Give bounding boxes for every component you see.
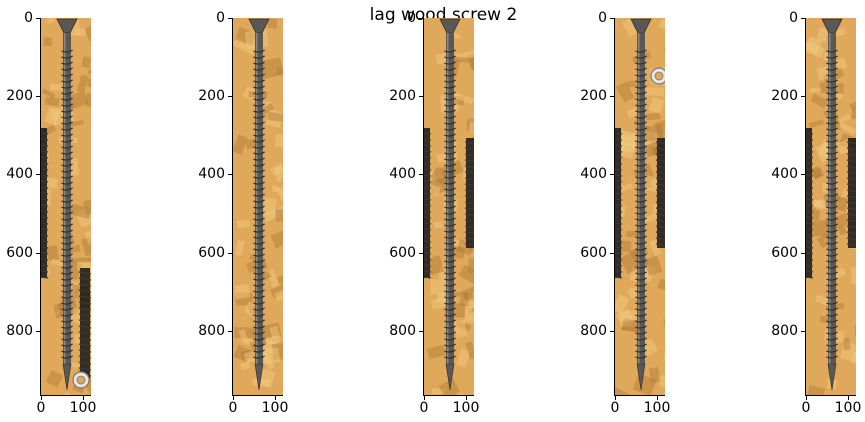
screw-right [656, 138, 665, 248]
image-panel-3: 0 200 400 600 800 0 100 [424, 18, 474, 395]
y-tick [419, 253, 423, 254]
y-tick [610, 253, 614, 254]
y-tick [36, 96, 40, 97]
y-tick [610, 96, 614, 97]
y-axis-spine [805, 18, 806, 395]
washer-top-right [651, 68, 665, 84]
y-tick-label: 0 [563, 10, 607, 26]
x-tick-label: 0 [404, 400, 444, 416]
y-tick [228, 331, 232, 332]
y-tick-label: 600 [0, 245, 33, 261]
y-tick-label: 400 [181, 166, 225, 182]
screw-photo [615, 18, 665, 395]
y-tick [610, 18, 614, 19]
screw-left [41, 128, 48, 278]
y-tick [36, 331, 40, 332]
y-tick-label: 0 [181, 10, 225, 26]
image-panel-2: 0 200 400 600 800 0 100 [233, 18, 283, 395]
x-tick-label: 100 [637, 400, 677, 416]
screw-photo [424, 18, 474, 395]
screw-right [465, 138, 474, 248]
x-tick-label: 100 [63, 400, 103, 416]
y-axis-spine [614, 18, 615, 395]
y-tick [610, 331, 614, 332]
y-tick-label: 400 [563, 166, 607, 182]
y-tick-label: 200 [754, 88, 798, 104]
screw-photo [41, 18, 91, 395]
x-tick-label: 0 [786, 400, 826, 416]
y-tick [419, 18, 423, 19]
y-tick [610, 174, 614, 175]
x-tick-label: 100 [255, 400, 295, 416]
x-tick-label: 0 [21, 400, 61, 416]
y-tick-label: 800 [563, 323, 607, 339]
y-tick [228, 253, 232, 254]
y-tick-label: 200 [181, 88, 225, 104]
screw-photo [233, 18, 283, 395]
y-tick [801, 331, 805, 332]
x-tick-label: 0 [595, 400, 635, 416]
image-panel-1: 0 200 400 600 800 0 100 [41, 18, 91, 395]
y-tick [801, 96, 805, 97]
y-tick-label: 400 [754, 166, 798, 182]
screw-photo [806, 18, 856, 395]
y-tick [801, 253, 805, 254]
y-tick [36, 253, 40, 254]
y-tick-label: 200 [0, 88, 33, 104]
image-panel-5: 0 200 400 600 800 0 100 [806, 18, 856, 395]
screw-right [847, 138, 856, 248]
y-tick-label: 200 [563, 88, 607, 104]
y-axis-spine [423, 18, 424, 395]
y-tick-label: 0 [754, 10, 798, 26]
y-axis-spine [40, 18, 41, 395]
y-tick-label: 0 [372, 10, 416, 26]
x-tick-label: 0 [213, 400, 253, 416]
y-tick-label: 800 [754, 323, 798, 339]
y-tick [36, 174, 40, 175]
image-panel-4: 0 200 400 600 800 0 100 [615, 18, 665, 395]
y-tick-label: 800 [0, 323, 33, 339]
washer-bottom-right [73, 372, 89, 388]
y-tick [419, 174, 423, 175]
y-tick [36, 18, 40, 19]
y-tick-label: 800 [372, 323, 416, 339]
y-axis-spine [232, 18, 233, 395]
y-tick [228, 96, 232, 97]
y-tick [228, 174, 232, 175]
y-tick-label: 0 [0, 10, 33, 26]
screw-left [424, 128, 431, 278]
y-tick-label: 800 [181, 323, 225, 339]
screw-bottom-right [79, 268, 91, 378]
screw-left [806, 128, 813, 278]
y-tick-label: 400 [372, 166, 416, 182]
y-tick [419, 331, 423, 332]
y-tick-label: 200 [372, 88, 416, 104]
screw-left [615, 128, 622, 278]
y-tick [228, 18, 232, 19]
y-tick [801, 18, 805, 19]
x-tick-label: 100 [446, 400, 486, 416]
y-tick [419, 96, 423, 97]
y-tick [801, 174, 805, 175]
y-tick-label: 600 [754, 245, 798, 261]
y-tick-label: 600 [563, 245, 607, 261]
y-tick-label: 400 [0, 166, 33, 182]
x-tick-label: 100 [828, 400, 865, 416]
y-tick-label: 600 [372, 245, 416, 261]
y-tick-label: 600 [181, 245, 225, 261]
